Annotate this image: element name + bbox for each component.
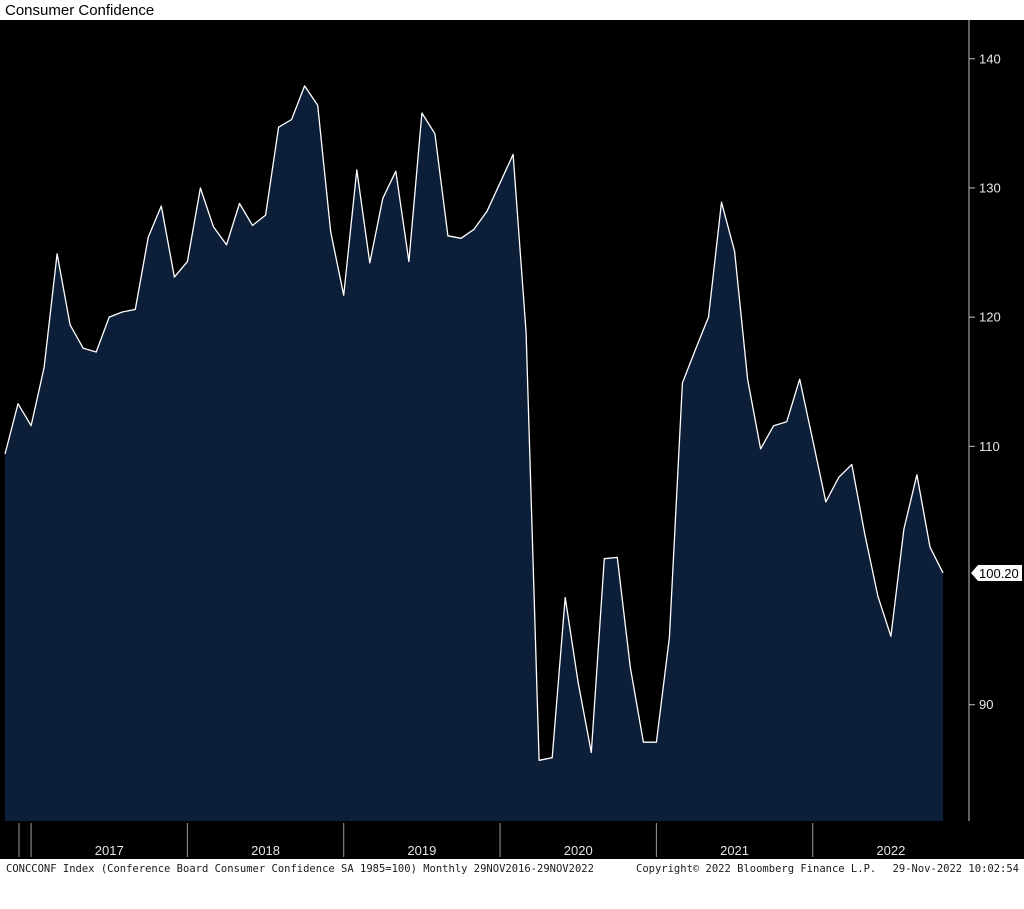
- data-point: [187, 261, 188, 262]
- data-point: [434, 133, 435, 134]
- data-point: [643, 742, 644, 743]
- data-point: [682, 382, 683, 383]
- data-point: [395, 171, 396, 172]
- data-point: [31, 425, 32, 426]
- y-tick-label: 90: [979, 697, 993, 712]
- x-tick-label: 2018: [251, 843, 280, 858]
- data-point: [304, 85, 305, 86]
- data-point: [669, 637, 670, 638]
- data-point: [604, 558, 605, 559]
- data-point: [174, 277, 175, 278]
- series-line: [4, 85, 944, 761]
- data-point: [578, 682, 579, 683]
- data-point: [369, 262, 370, 263]
- footer-bar: CONCCONF Index (Conference Board Consume…: [0, 861, 1024, 879]
- x-tick-label: 2021: [720, 843, 749, 858]
- data-point: [226, 244, 227, 245]
- data-point: [734, 251, 735, 252]
- x-tick-label: 2020: [564, 843, 593, 858]
- data-point: [44, 367, 45, 368]
- data-point: [851, 464, 852, 465]
- data-point: [135, 309, 136, 310]
- data-point: [447, 235, 448, 236]
- x-tick-label: 2017: [95, 843, 124, 858]
- data-point: [421, 112, 422, 113]
- timestamp: 29-Nov-2022 10:02:54: [892, 863, 1019, 875]
- data-point: [526, 332, 527, 333]
- last-value-label: 100.20: [979, 566, 1019, 581]
- data-point: [877, 596, 878, 597]
- plot-area: [4, 85, 944, 821]
- data-point: [278, 127, 279, 128]
- data-point: [70, 324, 71, 325]
- y-tick-label: 140: [979, 51, 1001, 66]
- data-point: [161, 205, 162, 206]
- data-point: [799, 379, 800, 380]
- data-point: [382, 198, 383, 199]
- data-point: [747, 379, 748, 380]
- data-point: [252, 225, 253, 226]
- data-point: [460, 238, 461, 239]
- data-point: [760, 448, 761, 449]
- data-point: [265, 215, 266, 216]
- data-point: [890, 636, 891, 637]
- data-point: [486, 211, 487, 212]
- x-tick-label: 2022: [876, 843, 905, 858]
- data-point: [539, 760, 540, 761]
- data-point: [500, 182, 501, 183]
- data-point: [330, 231, 331, 232]
- last-value-tag: 100.20: [971, 564, 1022, 581]
- data-point: [591, 752, 592, 753]
- data-point: [4, 454, 5, 455]
- data-point: [838, 477, 839, 478]
- data-point: [617, 557, 618, 558]
- data-point: [812, 439, 813, 440]
- data-point: [239, 203, 240, 204]
- data-point: [513, 154, 514, 155]
- data-point: [57, 253, 58, 254]
- data-point: [864, 534, 865, 535]
- area-fill: [5, 85, 943, 821]
- data-point: [565, 597, 566, 598]
- data-point: [552, 757, 553, 758]
- data-point: [83, 348, 84, 349]
- data-point: [356, 169, 357, 170]
- data-point: [213, 226, 214, 227]
- data-point: [317, 105, 318, 106]
- data-point: [708, 317, 709, 318]
- data-point: [942, 572, 943, 573]
- data-point: [200, 187, 201, 188]
- y-axis: 90 110 120 130 140 100.20: [968, 20, 1022, 821]
- y-tick-label: 130: [979, 180, 1001, 195]
- y-tick-label: 110: [979, 439, 1000, 454]
- data-point: [656, 742, 657, 743]
- data-point: [408, 261, 409, 262]
- data-point: [473, 229, 474, 230]
- data-point: [630, 667, 631, 668]
- x-tick-label: 2019: [407, 843, 436, 858]
- x-axis: 2017 2018 2019 2020 2021 2022: [18, 823, 905, 858]
- data-point: [96, 351, 97, 352]
- data-point: [148, 236, 149, 237]
- data-point: [17, 403, 18, 404]
- last-value-box: [971, 564, 1022, 581]
- chart-title: Consumer Confidence: [5, 2, 155, 19]
- data-point: [721, 202, 722, 203]
- series-description: CONCCONF Index (Conference Board Consume…: [6, 863, 594, 875]
- line-chart: 2017 2018 2019 2020 2021 2022 90 110 120 130 140 1…: [4, 20, 1022, 858]
- y-tick-label: 120: [979, 310, 1001, 325]
- data-point: [929, 547, 930, 548]
- data-point: [291, 119, 292, 120]
- data-point: [109, 317, 110, 318]
- copyright-text: Copyright© 2022 Bloomberg Finance L.P.: [636, 863, 877, 875]
- data-point: [343, 295, 344, 296]
- data-point: [773, 425, 774, 426]
- data-point: [786, 421, 787, 422]
- data-point: [825, 501, 826, 502]
- data-point: [903, 528, 904, 529]
- data-point: [695, 349, 696, 350]
- data-point: [916, 474, 917, 475]
- data-point: [122, 311, 123, 312]
